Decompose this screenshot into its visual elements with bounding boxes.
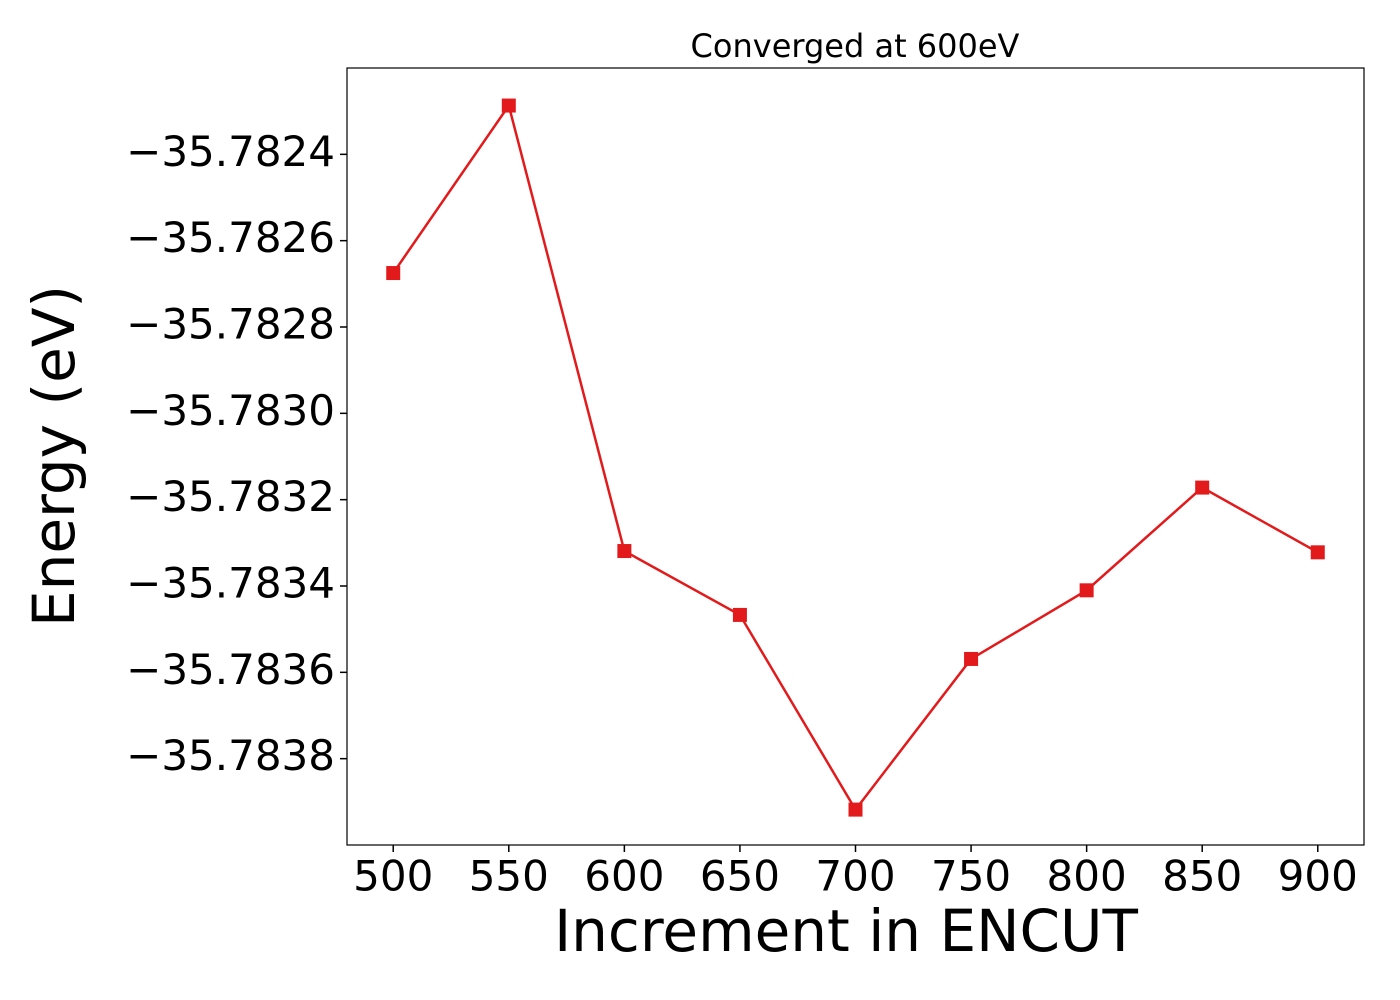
y-tick-label: −35.7830 (126, 386, 335, 435)
y-tick-label: −35.7834 (126, 559, 335, 608)
marker (386, 266, 401, 281)
x-axis-label: Increment in ENCUT (554, 897, 1138, 965)
x-tick-label: 800 (1047, 852, 1127, 901)
marker (732, 607, 747, 622)
x-tick-label: 750 (931, 852, 1011, 901)
marker (501, 98, 516, 113)
x-tick-label: 650 (700, 852, 780, 901)
x-tick-label: 600 (584, 852, 664, 901)
y-tick-label: −35.7828 (126, 300, 335, 349)
marker (1079, 583, 1094, 598)
marker (617, 544, 632, 559)
x-tick-label: 500 (353, 852, 433, 901)
y-tick-label: −35.7838 (126, 731, 335, 780)
chart-title: Converged at 600eV (691, 27, 1020, 65)
x-tick-label: 550 (469, 852, 549, 901)
marker (848, 802, 863, 817)
x-tick-label: 900 (1278, 852, 1358, 901)
y-tick-label: −35.7836 (126, 645, 335, 694)
x-tick-label: 850 (1162, 852, 1242, 901)
plot-frame (346, 67, 1365, 846)
marker (964, 651, 979, 666)
y-tick-label: −35.7832 (126, 472, 335, 521)
marker (1310, 545, 1325, 560)
marker (1195, 480, 1210, 495)
x-tick-label: 700 (815, 852, 895, 901)
y-tick-label: −35.7824 (126, 127, 335, 176)
y-tick-label: −35.7826 (126, 213, 335, 262)
y-axis-label: Energy (eV) (20, 285, 88, 627)
